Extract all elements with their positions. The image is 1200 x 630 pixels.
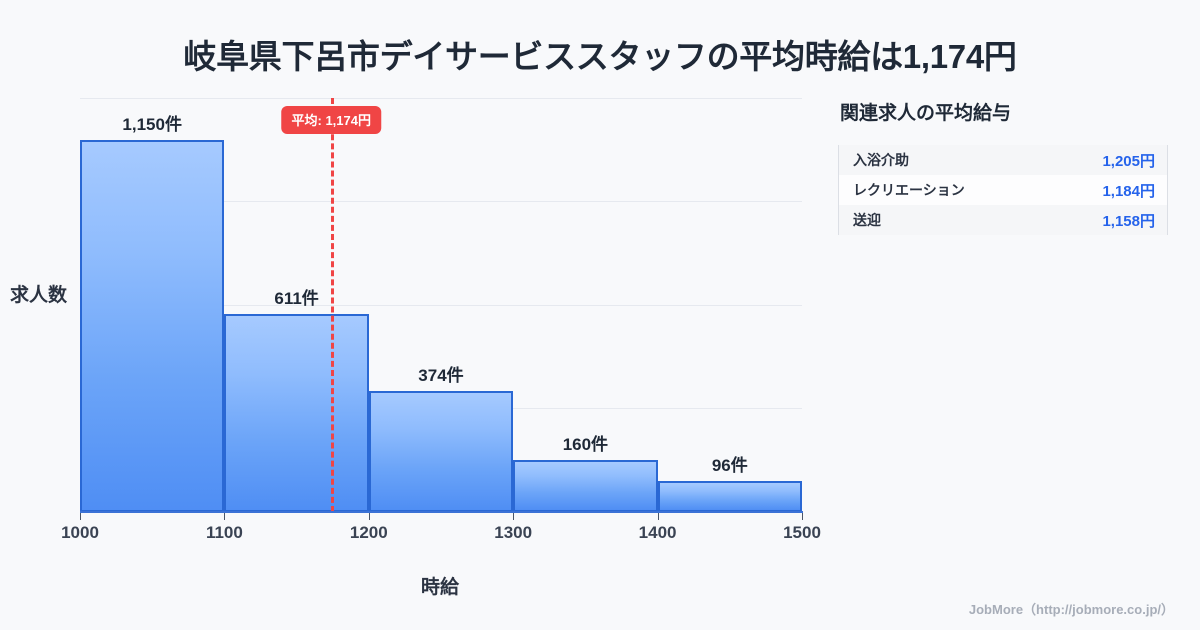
gridline (80, 201, 802, 202)
table-row: 送迎 1,158円 (839, 205, 1167, 235)
gridline (80, 305, 802, 306)
average-line (331, 98, 335, 512)
average-badge: 平均: 1,174円 (281, 106, 381, 134)
x-axis-title: 時給 (420, 577, 459, 598)
salary-row-value: 1,205円 (1102, 152, 1155, 170)
salary-row-value: 1,184円 (1102, 182, 1155, 200)
salary-row-value: 1,158円 (1102, 212, 1155, 230)
page-title: 岐阜県下呂市デイサービススタッフの平均時給は1,174円 (183, 38, 1017, 75)
table-row: レクリエーション 1,184円 (839, 175, 1167, 205)
bar-value-label: 611件 (274, 289, 319, 309)
x-tick-mark (513, 513, 515, 520)
x-axis-line (80, 511, 803, 513)
x-tick-label: 1500 (783, 523, 821, 542)
x-tick-label: 1200 (349, 523, 388, 542)
bar-value-label: 96件 (711, 455, 748, 475)
y-axis-title: 求人数 (10, 285, 68, 306)
footer-watermark: JobMore（http://jobmore.co.jp/） (968, 602, 1174, 617)
x-tick-mark (80, 513, 81, 520)
x-tick-label: 1300 (494, 523, 533, 542)
related-salary-title: 関連求人の平均給与 (840, 103, 1012, 124)
x-tick-label: 1000 (61, 523, 99, 542)
histogram-bar (224, 314, 369, 512)
histogram-bar (80, 140, 225, 512)
x-tick-mark (224, 513, 226, 520)
histogram-bar (513, 460, 658, 512)
histogram-bar (368, 391, 514, 512)
bar-value-label: 160件 (562, 435, 609, 455)
chart-plot-area: 1,150件 611件 374件 160件 96件 (80, 98, 802, 512)
salary-row-label: 入浴介助 (853, 152, 909, 168)
table-row: 入浴介助 1,205円 (839, 145, 1167, 175)
bar-value-label: 374件 (418, 366, 464, 386)
related-salary-panel: 関連求人の平均給与 入浴介助 1,205円レクリエーション 1,184円送迎 1,15… (838, 98, 1168, 235)
x-tick-label: 1400 (638, 523, 677, 542)
x-tick-mark (657, 513, 659, 520)
histogram-bar (657, 480, 802, 512)
x-tick-mark (368, 513, 370, 520)
x-tick-label: 1100 (205, 523, 243, 542)
related-salary-table: 入浴介助 1,205円レクリエーション 1,184円送迎 1,158円 (838, 145, 1168, 235)
bar-value-label: 1,150件 (122, 115, 182, 135)
salary-row-label: 送迎 (853, 212, 881, 228)
gridline (80, 98, 802, 99)
x-tick-mark (802, 513, 803, 520)
salary-row-label: レクリエーション (853, 182, 965, 198)
